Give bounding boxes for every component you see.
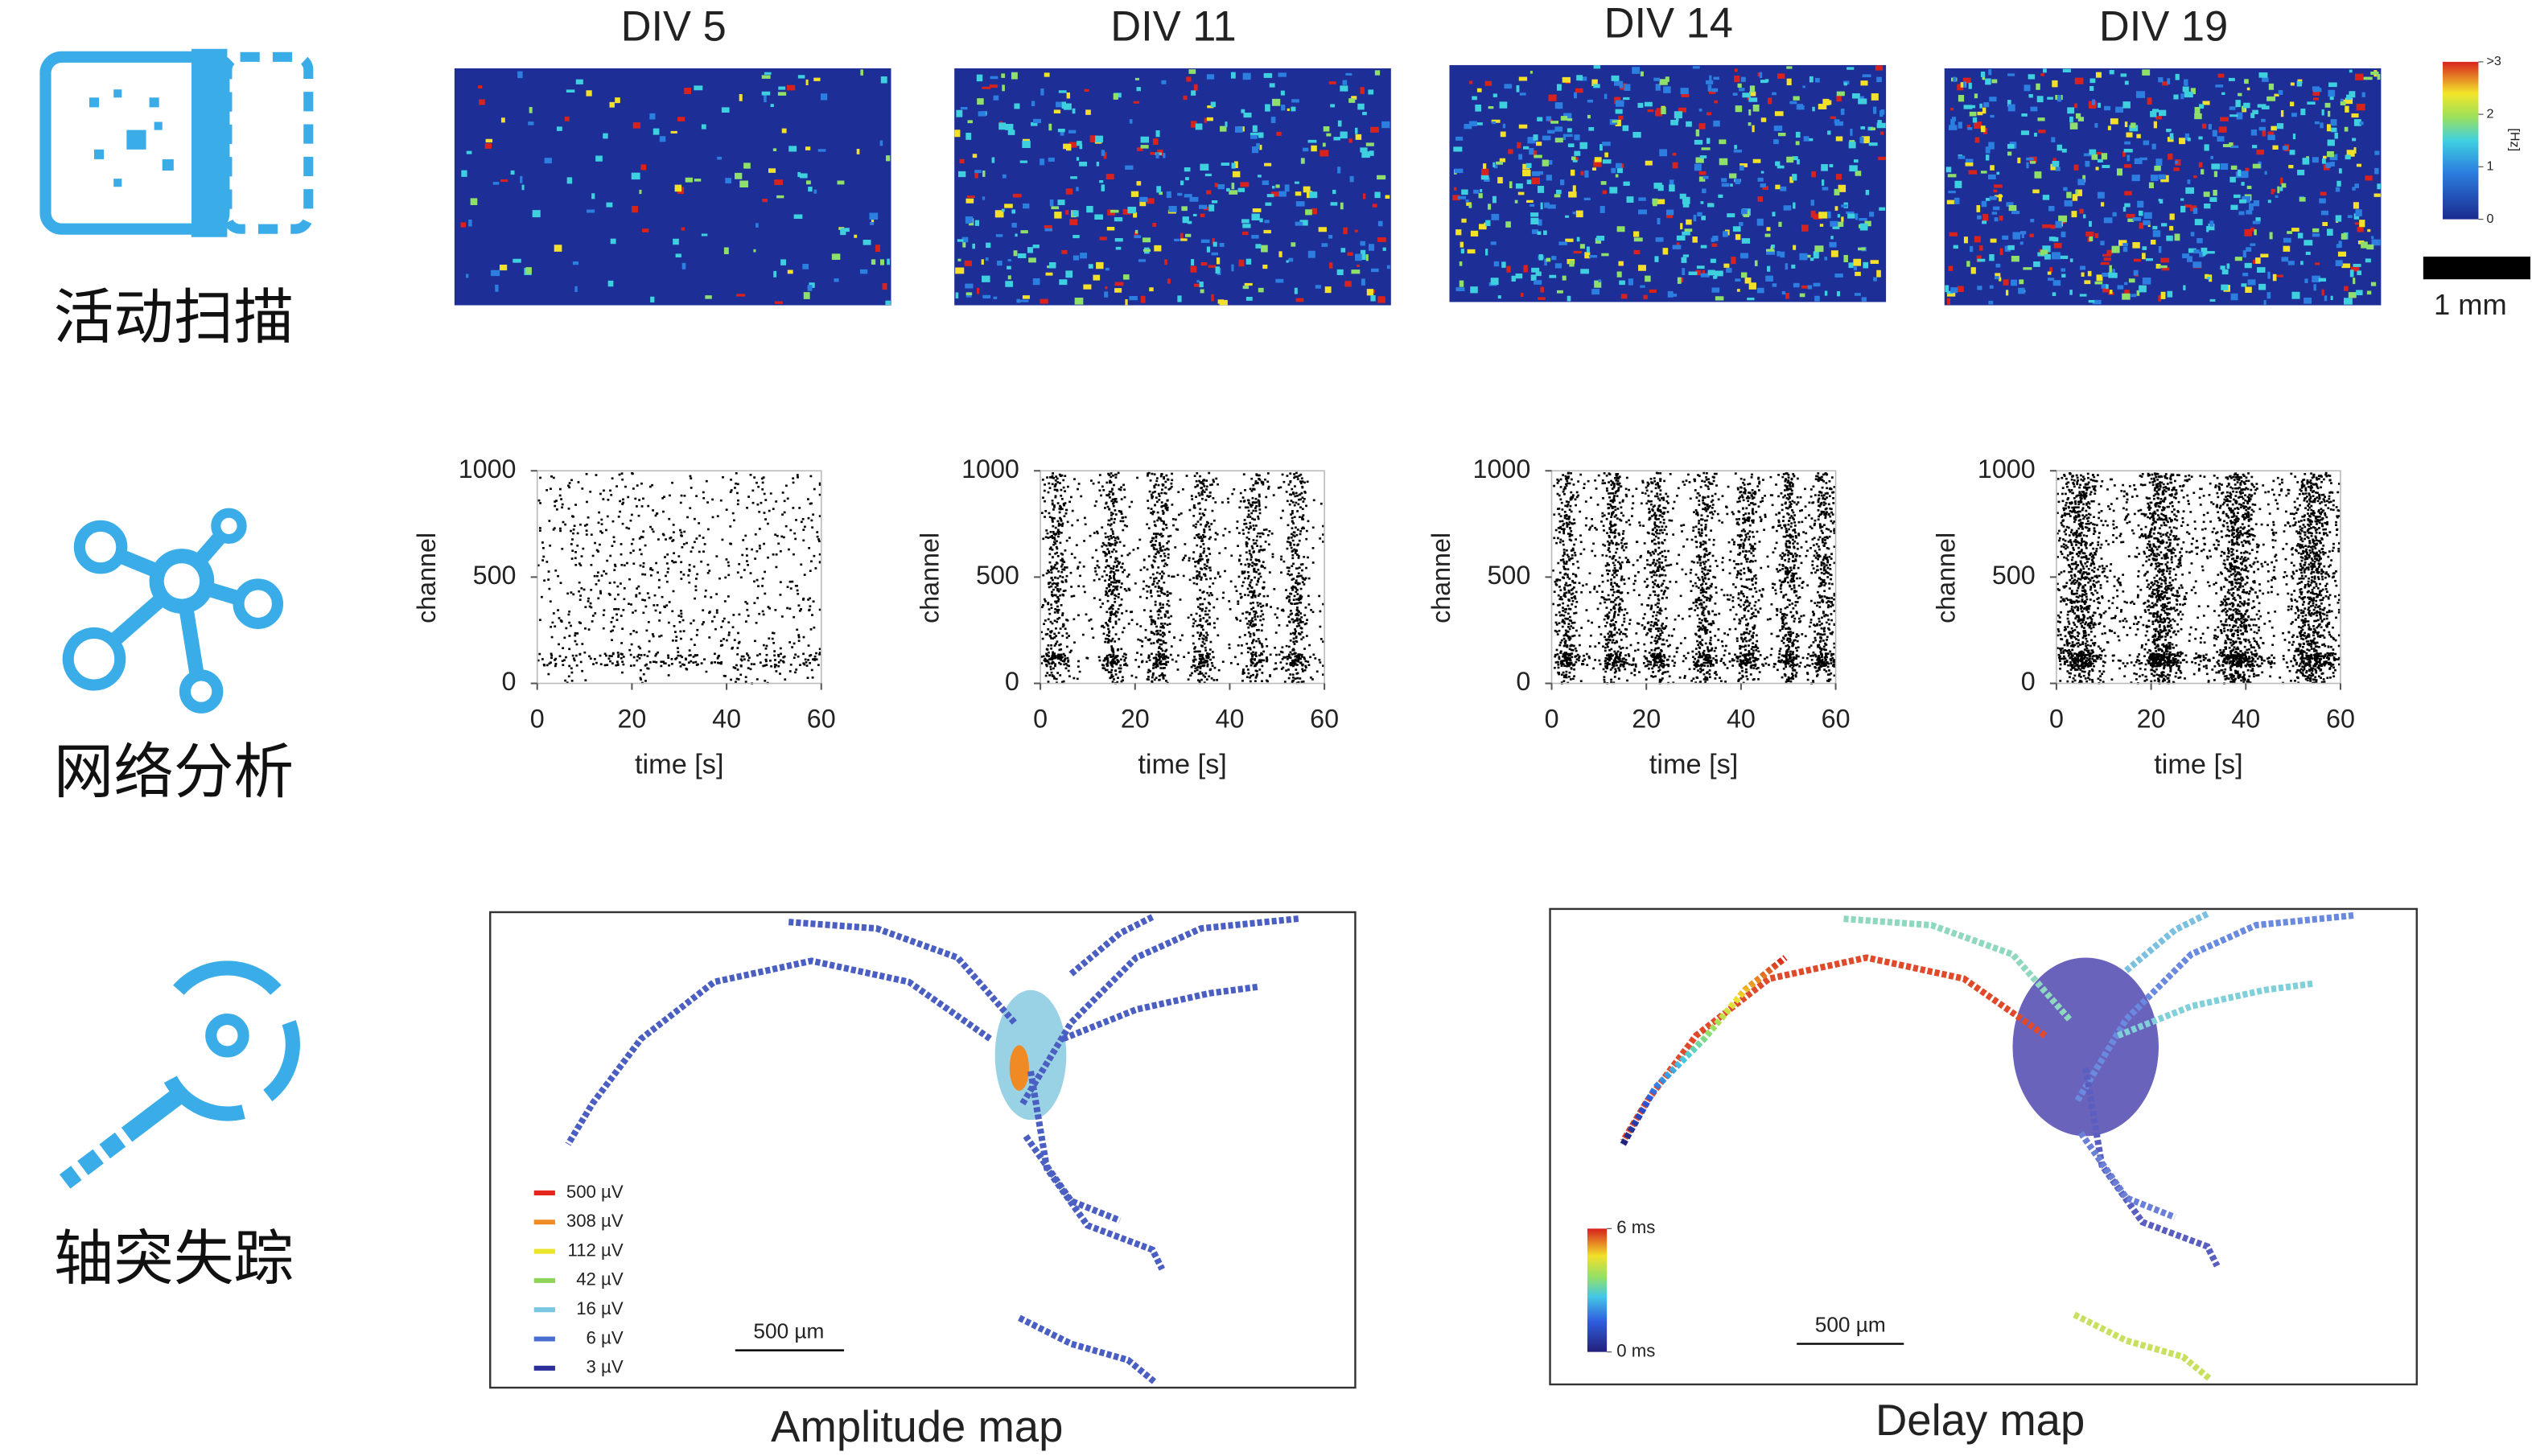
map-title: DIV 19 bbox=[2099, 3, 2228, 50]
colorbar-tick-label: 2 bbox=[2487, 106, 2494, 121]
x-tick-label: 60 bbox=[807, 704, 836, 733]
y-tick-label: 1000 bbox=[961, 454, 1019, 483]
y-tick-label: 500 bbox=[1992, 561, 2036, 590]
x-axis-label: time [s] bbox=[1649, 749, 1738, 779]
raster-texture bbox=[2056, 471, 2341, 685]
x-axis-label: time [s] bbox=[1138, 749, 1226, 779]
axon-branch bbox=[1061, 983, 1258, 1043]
y-tick-label: 0 bbox=[1005, 667, 1019, 696]
axon-hotspot bbox=[1009, 1045, 1029, 1091]
colorbar-tick-label: 6 ms bbox=[1616, 1217, 1655, 1237]
x-tick-label: 20 bbox=[1632, 704, 1661, 733]
x-tick-label: 0 bbox=[2049, 704, 2064, 733]
activity-map bbox=[954, 68, 1391, 306]
x-tick-label: 60 bbox=[1310, 704, 1339, 733]
x-tick-label: 20 bbox=[2137, 704, 2166, 733]
colorbar-tick-label: >3 bbox=[2487, 54, 2501, 68]
y-axis-label: channel bbox=[915, 533, 944, 623]
activity-map bbox=[1449, 64, 1887, 302]
axon-branch bbox=[1027, 1070, 1166, 1271]
scan-icon bbox=[39, 48, 314, 237]
activity-speckles bbox=[1946, 70, 2381, 299]
row-label: 活动扫描 bbox=[54, 282, 294, 352]
y-tick-label: 500 bbox=[1487, 561, 1530, 590]
y-tick-label: 0 bbox=[2021, 667, 2036, 696]
activity-speckles bbox=[959, 76, 1386, 304]
x-tick-label: 40 bbox=[2231, 704, 2260, 733]
raster-texture bbox=[537, 471, 821, 685]
axon-branch bbox=[1018, 1314, 1158, 1386]
colorbar-tick-label: 0 ms bbox=[1616, 1341, 1655, 1361]
axon-branch bbox=[2117, 980, 2314, 1039]
colorbar-unit: [Hz] bbox=[2508, 128, 2522, 151]
axon-branch bbox=[2082, 1067, 2221, 1268]
y-axis-label: channel bbox=[1427, 533, 1455, 623]
x-axis-label: time [s] bbox=[2154, 749, 2242, 779]
y-tick-label: 1000 bbox=[459, 454, 517, 483]
legend-label: 308 µV bbox=[566, 1211, 624, 1231]
map-frame bbox=[1549, 907, 2418, 1386]
x-tick-label: 60 bbox=[2326, 704, 2355, 733]
activity-speckles bbox=[956, 72, 1386, 302]
legend-label: 500 µV bbox=[566, 1182, 624, 1202]
x-tick-label: 40 bbox=[1727, 704, 1756, 733]
row-label: 网络分析 bbox=[54, 737, 294, 807]
raster-texture bbox=[1040, 471, 1324, 685]
axon-branch bbox=[2074, 911, 2354, 1103]
axon-branch bbox=[2073, 1311, 2213, 1383]
map-title: DIV 11 bbox=[1110, 3, 1236, 50]
scale-bar-label: 500 µm bbox=[753, 1318, 824, 1343]
axon-branch bbox=[1620, 955, 1788, 1146]
x-tick-label: 20 bbox=[1121, 704, 1150, 733]
scale-bar-label: 1 mm bbox=[2434, 288, 2507, 321]
colorbar bbox=[1587, 1228, 1608, 1352]
axon-branch bbox=[2077, 1131, 2176, 1220]
row-label: 轴突失踪 bbox=[54, 1224, 294, 1294]
colorbar-tick-label: 1 bbox=[2487, 159, 2494, 174]
x-tick-label: 40 bbox=[712, 704, 741, 733]
legend-label: 112 µV bbox=[568, 1240, 624, 1260]
x-tick-label: 0 bbox=[1545, 704, 1559, 733]
x-tick-label: 0 bbox=[530, 704, 545, 733]
activity-speckles bbox=[1454, 66, 1875, 301]
map-title: DIV 5 bbox=[621, 3, 727, 50]
y-axis-label: channel bbox=[1931, 533, 1960, 623]
y-tick-label: 500 bbox=[976, 561, 1019, 590]
colorbar-tick-label: 0 bbox=[2487, 212, 2494, 226]
scale-bar bbox=[2423, 256, 2530, 280]
x-axis-label: time [s] bbox=[635, 749, 723, 779]
axon-icon bbox=[59, 960, 300, 1189]
y-tick-label: 1000 bbox=[1978, 454, 2036, 483]
network-icon bbox=[62, 508, 284, 714]
axon-branch bbox=[1023, 1134, 1122, 1224]
legend-label: 16 µV bbox=[576, 1298, 624, 1318]
x-tick-label: 20 bbox=[617, 704, 646, 733]
x-tick-label: 40 bbox=[1216, 704, 1245, 733]
map-title: Delay map bbox=[1875, 1396, 2085, 1445]
activity-map bbox=[454, 68, 891, 306]
x-tick-label: 0 bbox=[1033, 704, 1048, 733]
activity-speckles bbox=[1454, 66, 1885, 302]
legend-label: 3 µV bbox=[587, 1357, 624, 1377]
colorbar bbox=[2443, 61, 2479, 220]
axon-branch bbox=[565, 957, 992, 1146]
scale-bar-label: 500 µm bbox=[1815, 1312, 1886, 1336]
axon-branch bbox=[1019, 915, 1299, 1106]
y-axis-label: channel bbox=[412, 533, 441, 623]
y-tick-label: 0 bbox=[502, 667, 517, 696]
axon-branch bbox=[1620, 954, 2048, 1143]
raster-texture bbox=[1551, 471, 1836, 685]
legend-label: 6 µV bbox=[587, 1327, 624, 1347]
y-tick-label: 500 bbox=[473, 561, 517, 590]
y-tick-label: 0 bbox=[1516, 667, 1530, 696]
x-tick-label: 60 bbox=[1822, 704, 1851, 733]
map-title: Amplitude map bbox=[771, 1402, 1063, 1451]
y-tick-label: 1000 bbox=[1473, 454, 1531, 483]
legend-label: 42 µV bbox=[576, 1269, 624, 1289]
activity-speckles bbox=[1452, 65, 1886, 300]
axon-core bbox=[2012, 957, 2159, 1137]
map-title: DIV 14 bbox=[1604, 0, 1733, 47]
